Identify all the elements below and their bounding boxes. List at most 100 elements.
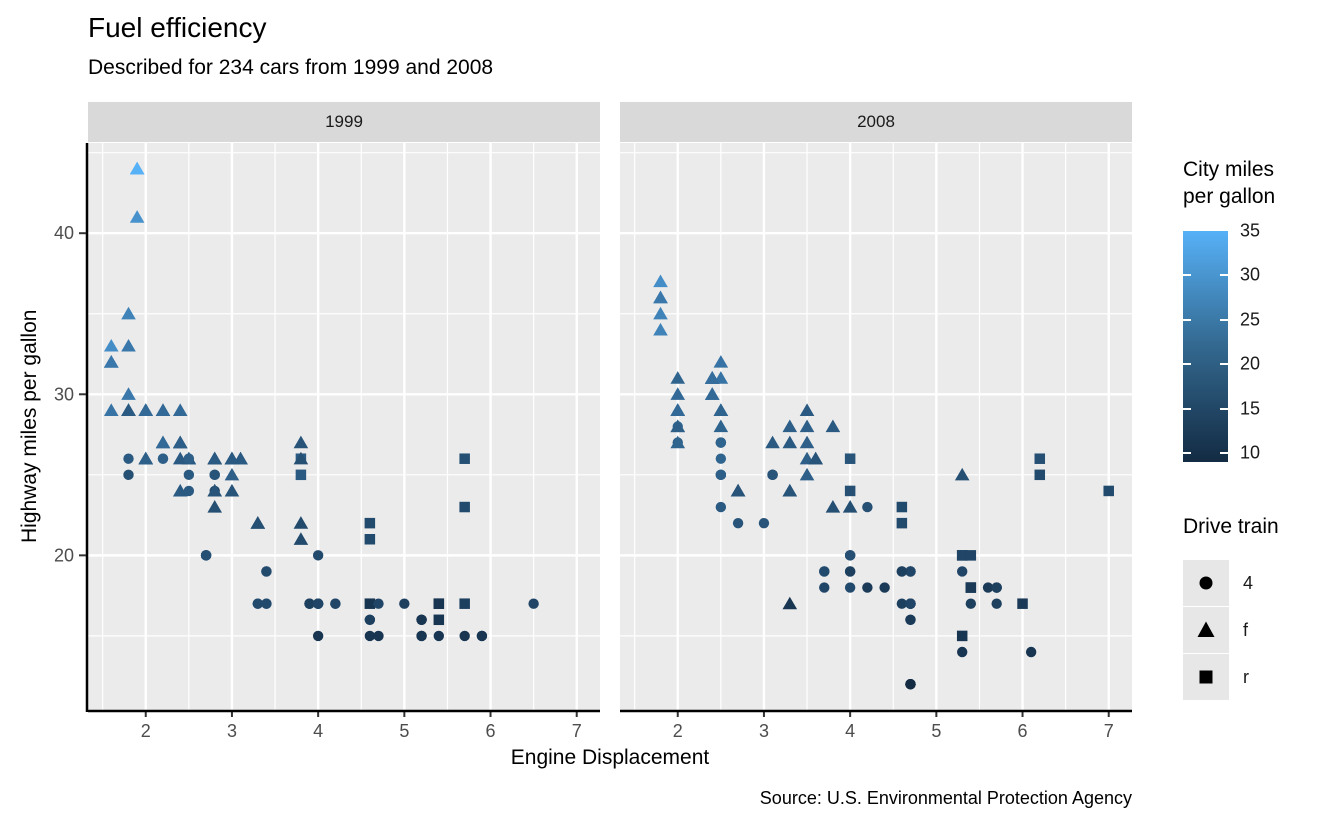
data-point-square [956, 630, 968, 642]
data-point-circle [844, 582, 856, 593]
colorbar-tick [1183, 407, 1191, 410]
colorbar-tick-label: 10 [1240, 442, 1261, 463]
x-tick-label: 6 [1018, 721, 1028, 741]
legend-key-circle-icon [1183, 560, 1229, 606]
data-point-triangle [670, 419, 686, 433]
data-point-triangle [799, 419, 815, 433]
data-point-triangle [172, 483, 188, 497]
data-point-square [295, 469, 307, 481]
data-point-circle [862, 501, 873, 513]
colorbar-tick [1220, 274, 1228, 277]
data-point-circle [157, 453, 169, 464]
data-point-square [1034, 469, 1046, 481]
data-point-triangle [224, 467, 240, 481]
data-point-square [364, 534, 376, 545]
data-point-triangle [670, 403, 686, 416]
data-point-triangle [782, 483, 798, 497]
data-point-square [965, 550, 977, 561]
facet-strip-1999: 1999 [88, 102, 600, 142]
data-point-circle [304, 598, 315, 609]
data-point-circle [312, 550, 324, 561]
data-point-square [956, 550, 968, 561]
data-point-circle [183, 485, 195, 497]
data-point-triangle [670, 371, 686, 384]
colorbar-tick [1183, 318, 1191, 321]
data-point-triangle [713, 419, 729, 433]
x-tick-label: 7 [572, 721, 582, 741]
data-point-square [459, 453, 470, 464]
data-point-triangle [121, 338, 136, 352]
data-point-square [433, 598, 445, 609]
data-point-circle [905, 566, 916, 577]
data-point-circle [844, 550, 856, 561]
data-point-triangle [653, 274, 668, 288]
caption: Source: U.S. Environmental Protection Ag… [759, 788, 1132, 808]
data-point-triangle [799, 403, 815, 416]
legend-key-label: r [1243, 666, 1249, 687]
data-point-triangle [138, 403, 154, 416]
data-point-triangle [250, 516, 266, 529]
data-point-triangle [138, 451, 154, 465]
x-tick-label: 4 [313, 721, 323, 741]
data-point-triangle [782, 419, 798, 433]
x-tick-label: 5 [931, 721, 941, 741]
data-point-circle [123, 469, 134, 481]
data-point-square [364, 517, 376, 529]
data-point-square [896, 501, 908, 513]
x-tick-label: 7 [1104, 721, 1114, 741]
data-point-circle [879, 582, 890, 593]
shape-legend-title: Drive train [1183, 515, 1279, 538]
data-point-triangle [207, 451, 223, 465]
legend-key-label: 4 [1243, 572, 1254, 593]
y-tick-label: 40 [54, 223, 74, 243]
legend-key-square-icon [1183, 654, 1229, 700]
data-point-circle [312, 630, 324, 642]
data-point-triangle [713, 403, 729, 416]
data-point-circle [330, 598, 341, 609]
data-point-circle [819, 566, 830, 577]
data-point-triangle [172, 403, 188, 416]
colorbar-tick-label: 35 [1240, 220, 1261, 241]
facet-label-2008: 2008 [857, 112, 895, 131]
data-point-triangle [129, 161, 145, 175]
data-point-circle [862, 582, 873, 593]
data-point-triangle [653, 322, 668, 336]
data-point-triangle [121, 403, 136, 416]
data-point-triangle [765, 435, 780, 449]
x-tick-label: 2 [141, 721, 151, 741]
colorbar-tick-label: 15 [1240, 398, 1261, 419]
data-point-circle [715, 437, 727, 448]
plot-title: Fuel efficiency [88, 12, 267, 43]
data-point-circle [312, 598, 324, 609]
data-point-circle [715, 501, 727, 513]
data-point-circle [956, 646, 968, 658]
data-point-square [459, 501, 470, 513]
data-point-square [965, 582, 977, 593]
data-point-triangle [224, 483, 240, 497]
x-tick-label: 4 [845, 721, 855, 741]
data-point-triangle [713, 355, 729, 368]
data-point-circle [767, 469, 778, 481]
legend-key-label: f [1243, 619, 1249, 640]
data-point-circle [261, 598, 272, 609]
facet-label-1999: 1999 [325, 112, 363, 131]
x-tick-label: 3 [759, 721, 769, 741]
y-tick-label: 30 [54, 384, 74, 404]
data-point-circle [896, 598, 908, 609]
data-point-triangle [653, 306, 668, 320]
data-point-circle [261, 566, 272, 577]
data-point-circle [416, 614, 427, 625]
data-point-triangle [782, 596, 798, 610]
x-tick-label: 5 [399, 721, 409, 741]
colorbar-tick [1183, 452, 1191, 455]
data-point-circle [183, 469, 195, 481]
colorbar-tick [1220, 407, 1228, 410]
data-point-triangle [207, 483, 223, 497]
data-point-square [1017, 598, 1028, 609]
data-point-square [844, 485, 856, 497]
data-point-square [459, 598, 470, 609]
plot-subtitle: Described for 234 cars from 1999 and 200… [88, 56, 494, 79]
data-point-circle [758, 517, 770, 529]
data-point-triangle [293, 435, 309, 449]
